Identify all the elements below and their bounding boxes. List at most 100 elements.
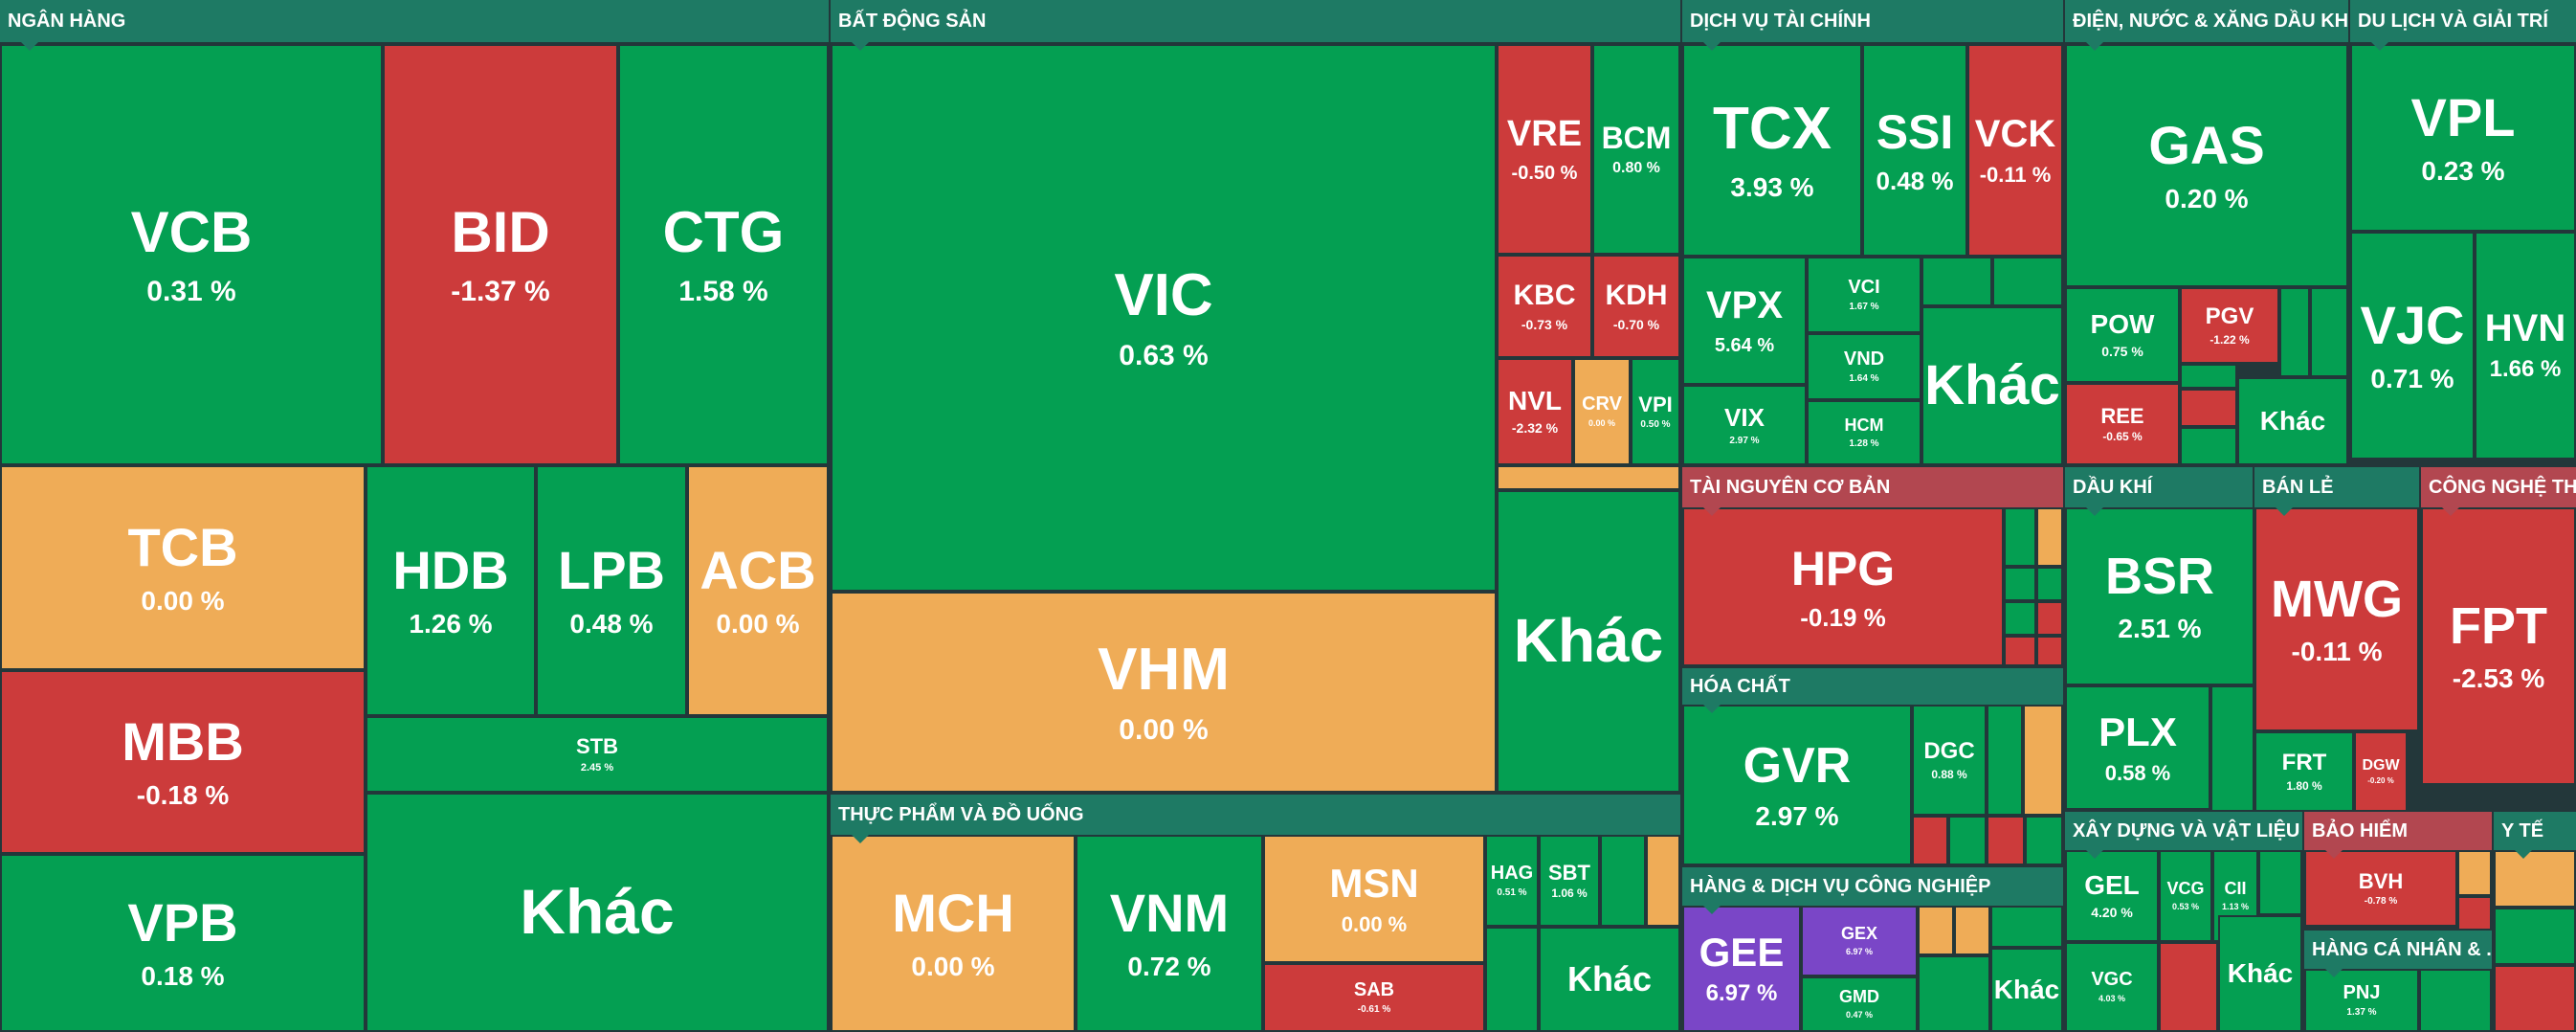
stock-tile-unlabeled[interactable] [2210,685,2254,812]
stock-tile-unlabeled[interactable] [2004,601,2036,636]
stock-tile-frt[interactable]: FRT 1.80 % [2254,731,2354,812]
sector-header-ban-le[interactable]: BÁN LẺ [2254,467,2419,507]
stock-tile-unlabeled[interactable] [1485,927,1539,1032]
stock-tile-unlabeled[interactable] [1948,816,1987,865]
stock-tile-unlabeled[interactable] [2180,364,2237,389]
stock-tile-gel[interactable]: GEL 4.20 % [2065,850,2159,942]
stock-tile-unlabeled[interactable] [2279,287,2310,377]
stock-tile-bcm[interactable]: BCM 0.80 % [1592,44,1680,255]
stock-tile-tcx[interactable]: TCX 3.93 % [1682,44,1862,257]
sector-header-hang-dich-vu-cong-nghiep[interactable]: HÀNG & DỊCH VỤ CÔNG NGHIỆP [1682,867,2063,906]
stock-tile-hcm[interactable]: HCM 1.28 % [1807,400,1921,465]
stock-tile-vnd[interactable]: VND 1.64 % [1807,333,1921,400]
stock-tile-vpb[interactable]: VPB 0.18 % [0,854,366,1032]
stock-tile-vnm[interactable]: VNM 0.72 % [1076,835,1263,1032]
stock-tile-stb[interactable]: STB 2.45 % [366,716,829,793]
stock-tile-mch[interactable]: MCH 0.00 % [831,835,1076,1032]
stock-tile-gas[interactable]: GAS 0.20 % [2065,44,2348,287]
stock-tile-dgw[interactable]: DGW -0.20 % [2354,731,2408,812]
stock-tile-vre[interactable]: VRE -0.50 % [1497,44,1592,255]
stock-tile-unlabeled[interactable] [2494,850,2576,908]
stock-tile-unlabeled[interactable] [2036,601,2063,636]
stock-tile-khac-20[interactable]: Khác [1497,490,1680,793]
stock-tile-hpg[interactable]: HPG -0.19 % [1682,507,2004,666]
stock-tile-hdb[interactable]: HDB 1.26 % [366,465,536,716]
stock-tile-unlabeled[interactable] [2494,908,2576,965]
sector-header-hang-ca-nhan[interactable]: HÀNG CÁ NHÂN & ... [2304,931,2492,969]
stock-tile-tcb[interactable]: TCB 0.00 % [0,465,366,670]
stock-tile-unlabeled[interactable] [1992,257,2063,306]
stock-tile-plx[interactable]: PLX 0.58 % [2065,685,2210,810]
stock-tile-vcb[interactable]: VCB 0.31 % [0,44,383,465]
stock-tile-gex[interactable]: GEX 6.97 % [1801,906,1918,976]
stock-tile-gvr[interactable]: GVR 2.97 % [1682,705,1912,865]
stock-tile-unlabeled[interactable] [2457,850,2492,896]
stock-tile-pgv[interactable]: PGV -1.22 % [2180,287,2279,364]
stock-tile-vjc[interactable]: VJC 0.71 % [2350,232,2475,460]
stock-tile-bsr[interactable]: BSR 2.51 % [2065,507,2254,685]
stock-tile-lpb[interactable]: LPB 0.48 % [536,465,687,716]
stock-tile-vhm[interactable]: VHM 0.00 % [831,592,1497,793]
stock-tile-mwg[interactable]: MWG -0.11 % [2254,507,2419,731]
stock-tile-pow[interactable]: POW 0.75 % [2065,287,2180,383]
sector-header-hoa-chat[interactable]: HÓA CHẤT [1682,668,2063,705]
stock-tile-unlabeled[interactable] [1497,465,1680,490]
stock-tile-unlabeled[interactable] [1921,257,1992,306]
stock-tile-unlabeled[interactable] [2304,927,2457,931]
stock-tile-gmd[interactable]: GMD 0.47 % [1801,976,1918,1032]
stock-tile-khac-34[interactable]: Khác [2237,377,2348,465]
sector-header-bat-dong-san[interactable]: BẤT ĐỘNG SẢN [831,0,1680,42]
stock-tile-nvl[interactable]: NVL -2.32 % [1497,358,1573,465]
stock-tile-unlabeled[interactable] [2036,507,2063,567]
stock-tile-khac-62[interactable]: Khác [2218,915,2302,1032]
stock-tile-vck[interactable]: VCK -0.11 % [1967,44,2063,257]
stock-tile-acb[interactable]: ACB 0.00 % [687,465,829,716]
stock-tile-khac-10[interactable]: Khác [366,793,829,1032]
stock-tile-vgc[interactable]: VGC 4.03 % [2065,942,2159,1032]
stock-tile-mbb[interactable]: MBB -0.18 % [0,670,366,854]
stock-tile-ctg[interactable]: CTG 1.58 % [618,44,829,465]
stock-tile-unlabeled[interactable] [2025,816,2063,865]
sector-header-thuc-pham-va-do-uong[interactable]: THỰC PHẨM VÀ ĐỒ UỐNG [831,795,1680,835]
stock-tile-unlabeled[interactable] [1987,705,2023,816]
stock-tile-unlabeled[interactable] [2036,636,2063,666]
sector-header-xay-dung-va-vat-lieu[interactable]: XÂY DỰNG VÀ VẬT LIỆU [2065,812,2302,850]
sector-header-du-lich-va-giai-tri[interactable]: DU LỊCH VÀ GIẢI TRÍ [2350,0,2576,42]
sector-header-ngan-hang[interactable]: NGÂN HÀNG [0,0,829,42]
stock-tile-unlabeled[interactable] [2180,427,2237,465]
stock-tile-unlabeled[interactable] [2159,942,2218,1032]
stock-tile-unlabeled[interactable] [2004,507,2036,567]
stock-tile-unlabeled[interactable] [2457,896,2492,931]
stock-tile-vpx[interactable]: VPX 5.64 % [1682,257,1807,385]
stock-tile-unlabeled[interactable] [1954,906,1990,955]
stock-tile-sbt[interactable]: SBT 1.06 % [1539,835,1600,927]
stock-tile-vci[interactable]: VCI 1.67 % [1807,257,1921,333]
stock-tile-hvn[interactable]: HVN 1.66 % [2475,232,2576,460]
stock-tile-unlabeled[interactable] [2310,287,2348,377]
stock-tile-unlabeled[interactable] [2004,636,2036,666]
sector-header-dien-nuoc-xang-dau-khi[interactable]: ĐIỆN, NƯỚC & XĂNG DẦU KHÍ ... [2065,0,2348,42]
stock-tile-unlabeled[interactable] [1646,835,1680,927]
stock-tile-sab[interactable]: SAB -0.61 % [1263,963,1485,1032]
sector-header-dau-khi[interactable]: DẦU KHÍ [2065,467,2253,507]
stock-tile-unlabeled[interactable] [2258,850,2302,915]
sector-header-dich-vu-tai-chinh[interactable]: DỊCH VỤ TÀI CHÍNH [1682,0,2063,42]
stock-tile-gee[interactable]: GEE 6.97 % [1682,906,1801,1032]
stock-tile-hag[interactable]: HAG 0.51 % [1485,835,1539,927]
stock-tile-crv[interactable]: CRV 0.00 % [1573,358,1631,465]
stock-tile-bid[interactable]: BID -1.37 % [383,44,618,465]
stock-tile-unlabeled[interactable] [2036,567,2063,601]
stock-tile-unlabeled[interactable] [1600,835,1646,927]
stock-tile-khac-57[interactable]: Khác [1990,948,2063,1032]
stock-tile-khac-29[interactable]: Khác [1921,306,2063,465]
stock-tile-vpi[interactable]: VPI 0.50 % [1631,358,1680,465]
stock-tile-vic[interactable]: VIC 0.63 % [831,44,1497,592]
stock-tile-msn[interactable]: MSN 0.00 % [1263,835,1485,963]
stock-tile-kbc[interactable]: KBC -0.73 % [1497,255,1592,358]
sector-header-tai-nguyen-co-ban[interactable]: TÀI NGUYÊN CƠ BẢN [1682,467,2063,507]
stock-tile-ssi[interactable]: SSI 0.48 % [1862,44,1967,257]
stock-tile-vcg[interactable]: VCG 0.53 % [2159,850,2212,942]
stock-tile-unlabeled[interactable] [1987,816,2025,865]
stock-tile-fpt[interactable]: FPT -2.53 % [2421,507,2576,785]
stock-tile-unlabeled[interactable] [2180,389,2237,427]
